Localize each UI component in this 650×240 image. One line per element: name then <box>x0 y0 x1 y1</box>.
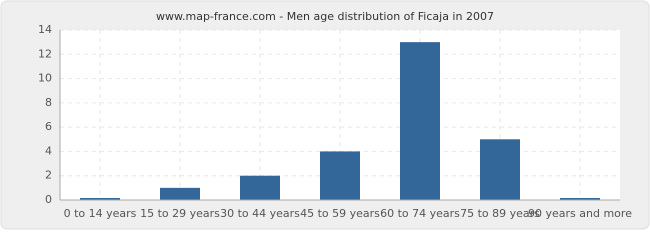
y-tick-label: 12 <box>38 47 52 60</box>
y-tick-label: 4 <box>45 144 52 157</box>
chart-title: www.map-france.com - Men age distributio… <box>156 10 494 23</box>
y-tick-label: 0 <box>45 193 52 206</box>
y-tick-label: 14 <box>38 23 52 36</box>
page: www.map-france.com - Men age distributio… <box>0 0 650 230</box>
x-tick-label: 75 to 89 years <box>460 207 540 220</box>
y-tick-label: 10 <box>38 72 52 85</box>
y-tick-label: 6 <box>45 120 52 133</box>
x-tick-label: 60 to 74 years <box>380 207 460 220</box>
bar <box>400 42 440 201</box>
bar <box>80 198 120 200</box>
bar <box>240 175 280 200</box>
x-tick-label: 15 to 29 years <box>140 207 220 220</box>
bar <box>160 187 200 200</box>
x-tick-label: 90 years and more <box>528 207 632 220</box>
x-tick-label: 45 to 59 years <box>300 207 380 220</box>
x-tick-label: 30 to 44 years <box>220 207 300 220</box>
bar <box>320 151 360 200</box>
x-tick-label: 0 to 14 years <box>64 207 137 220</box>
chart: www.map-france.com - Men age distributio… <box>0 0 650 230</box>
y-tick-label: 8 <box>45 96 52 109</box>
bar <box>560 198 600 200</box>
bar <box>480 139 520 200</box>
y-tick-label: 2 <box>45 169 52 182</box>
